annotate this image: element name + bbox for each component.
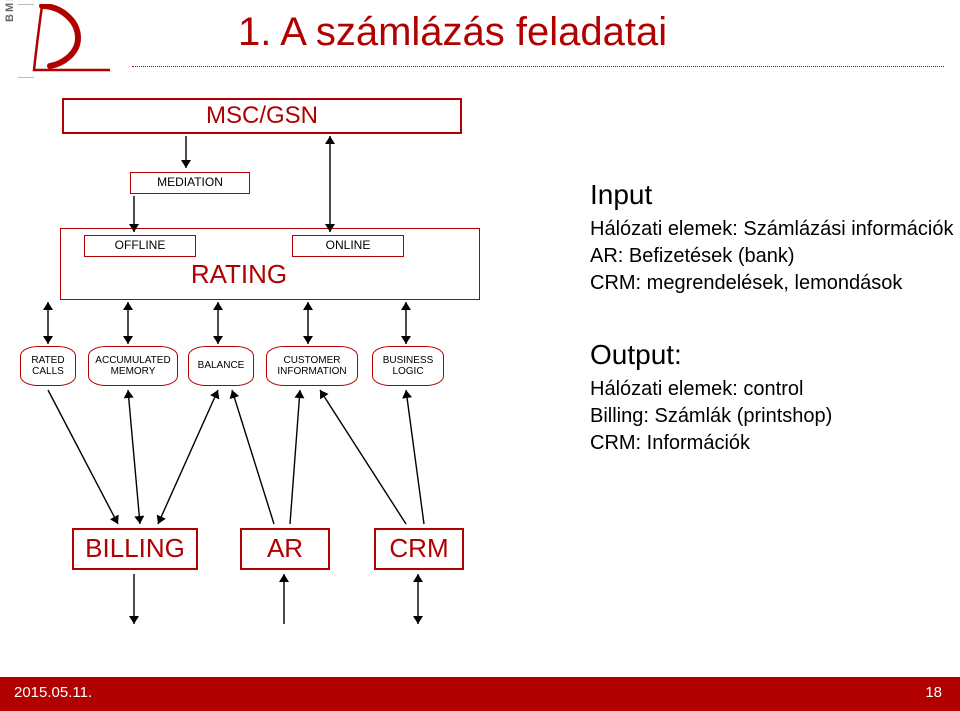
output-line-3: CRM: Információk [590, 430, 832, 457]
msc-gsn-box: MSC/GSN [62, 98, 462, 134]
db-rated-calls: RATED CALLS [20, 346, 76, 386]
crm-box: CRM [374, 528, 464, 570]
input-line-3: CRM: megrendelések, lemondások [590, 270, 953, 297]
mediation-box: MEDIATION [130, 172, 250, 194]
footer-date: 2015.05.11. [14, 684, 92, 701]
output-line-2: Billing: Számlák (printshop) [590, 403, 832, 430]
input-line-1: Hálózati elemek: Számlázási információk [590, 216, 953, 243]
input-line-2: AR: Befizetések (bank) [590, 243, 953, 270]
db-balance: BALANCE [188, 346, 254, 386]
db-accumulated-memory: ACCUMULATED MEMORY [88, 346, 178, 386]
ar-box: AR [240, 528, 330, 570]
logo-glyph-icon [32, 4, 112, 74]
slide: BME 1. A számlázás feladatai MSC/GSN MED… [0, 0, 960, 711]
output-line-1: Hálózati elemek: control [590, 376, 832, 403]
billing-box: BILLING [72, 528, 198, 570]
bme-text: BME [4, 0, 16, 22]
rating-label: RATING [184, 260, 294, 290]
input-heading: Input [590, 176, 953, 214]
output-heading: Output: [590, 336, 832, 374]
offline-box: OFFLINE [84, 235, 196, 257]
online-box: ONLINE [292, 235, 404, 257]
page-title: 1. A számlázás feladatai [238, 10, 667, 55]
footer-bar: 2015.05.11. 18 [0, 677, 960, 711]
bme-logo: BME [0, 0, 120, 78]
footer-page: 18 [925, 684, 942, 701]
title-divider [132, 66, 944, 67]
input-section: Input Hálózati elemek: Számlázási inform… [590, 176, 953, 297]
db-customer-information: CUSTOMER INFORMATION [266, 346, 358, 386]
output-section: Output: Hálózati elemek: control Billing… [590, 336, 832, 457]
db-business-logic: BUSINESS LOGIC [372, 346, 444, 386]
